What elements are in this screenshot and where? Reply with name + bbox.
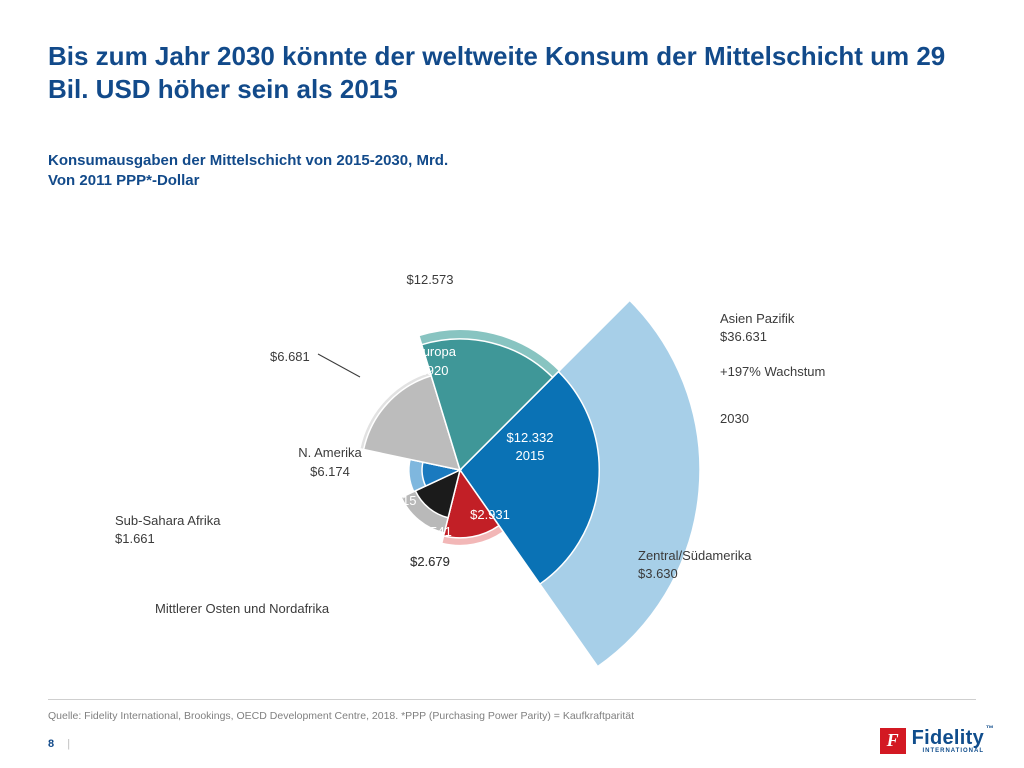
footnote-divider [48,699,976,700]
label-mena: Mittlerer Osten und Nordafrika [155,600,329,618]
leader-north_america [318,354,360,377]
label-asia-growth: +197% Wachstum [720,363,825,381]
label-asia-pacific: Asien Pazifik$36.631 [720,310,794,345]
page-number-value: 8 [48,738,54,750]
region-name-europe: Europa [414,344,457,359]
year2015-asia_pacific: 2015 [516,448,545,463]
value2030-europe: $12.573 [407,272,454,287]
value2015-central_south_america: $2.931 [470,507,510,522]
label-csa: Zentral/Südamerika$3.630 [638,547,751,582]
value2015-europe: $10.920 [402,363,449,378]
value2015-mena: $1.541 [412,524,452,539]
label-namerica-2030: $6.681 [270,348,310,366]
polar-area-chart: $12.332 2015 $2.931 $1.541 $2.679 $915 $6.174 N… [0,0,1024,768]
source-footnote: Quelle: Fidelity International, Brooking… [48,710,634,722]
fidelity-logo: F Fidelity ™ INTERNATIONAL [880,727,984,754]
value2015-asia_pacific: $12.332 [507,430,554,445]
value2015-north_america: $6.174 [310,464,350,479]
label-subsahara: Sub-Sahara Afrika$1.661 [115,512,221,547]
page-number-divider: | [67,738,70,750]
value2015-sub_sahara: $915 [388,493,417,508]
label-asia-2030: 2030 [720,410,749,428]
page-number: 8 | [48,738,70,750]
fidelity-brand-text: Fidelity ™ [912,727,984,750]
slide-root: Bis zum Jahr 2030 könnte der weltweite K… [0,0,1024,768]
fidelity-badge-icon: F [880,728,906,754]
value2030-mena: $2.679 [410,554,450,569]
region-name-north_america: N. Amerika [298,445,362,460]
